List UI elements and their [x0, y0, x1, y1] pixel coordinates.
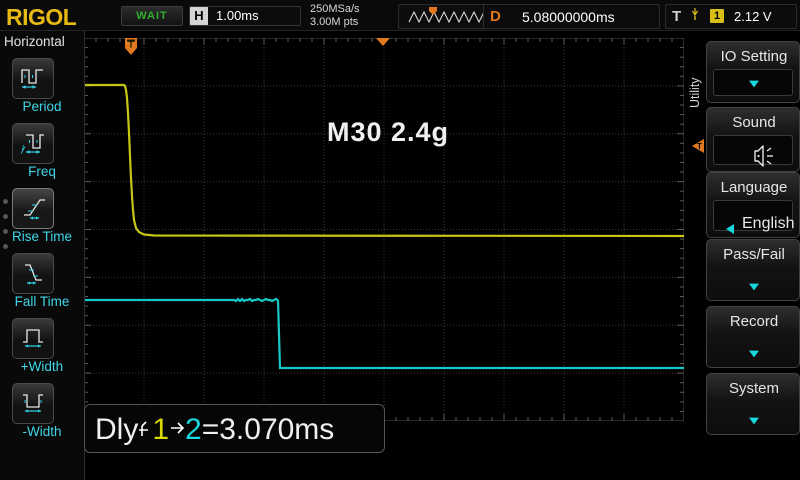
svg-text:T: T — [697, 142, 702, 151]
